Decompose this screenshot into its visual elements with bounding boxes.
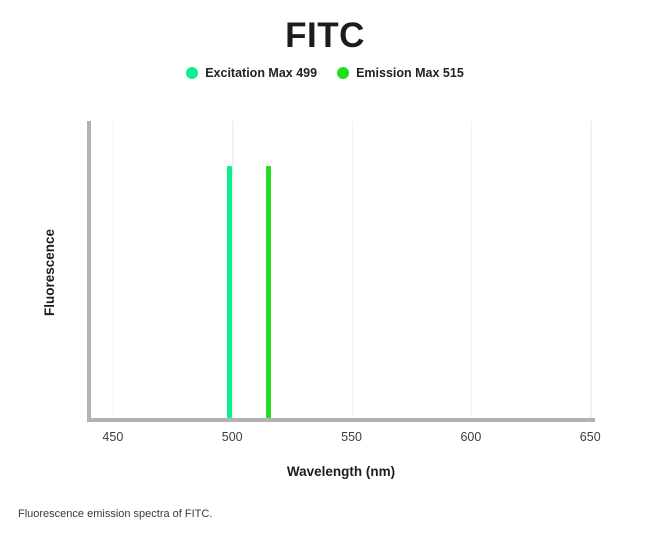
legend-item-label: Excitation Max 499 bbox=[205, 66, 318, 80]
gridline-vertical bbox=[351, 121, 353, 418]
x-axis-tick-label: 500 bbox=[221, 430, 243, 444]
legend-item-emission[interactable]: Emission Max 515 bbox=[337, 66, 464, 80]
gridline-vertical bbox=[232, 121, 234, 418]
circle-marker-icon bbox=[337, 67, 350, 79]
figure-caption: Fluorescence emission spectra of FITC. bbox=[18, 508, 213, 520]
circle-marker-icon bbox=[186, 67, 199, 79]
legend-item-label: Emission Max 515 bbox=[356, 66, 464, 80]
gridline-vertical bbox=[112, 121, 115, 418]
x-axis-title: Wavelength (nm) bbox=[286, 464, 396, 479]
x-axis-tick-label: 550 bbox=[341, 430, 362, 444]
chart-legend: Excitation Max 499 Emission Max 515 bbox=[0, 66, 650, 80]
legend-item-excitation[interactable]: Excitation Max 499 bbox=[186, 66, 317, 80]
spectral-peak-line bbox=[265, 166, 271, 418]
x-axis-tick-label: 600 bbox=[460, 430, 482, 444]
spectral-peak-line bbox=[227, 166, 233, 418]
gridline-vertical bbox=[590, 121, 592, 418]
y-axis-title: Fluorescence bbox=[42, 228, 57, 316]
gridline-vertical bbox=[470, 121, 473, 418]
x-axis-line bbox=[87, 418, 595, 422]
x-axis-tick-label: 450 bbox=[102, 430, 124, 444]
x-axis-tick-label: 650 bbox=[579, 430, 601, 444]
page-title: FITC bbox=[285, 16, 365, 55]
y-axis-line bbox=[87, 121, 91, 422]
